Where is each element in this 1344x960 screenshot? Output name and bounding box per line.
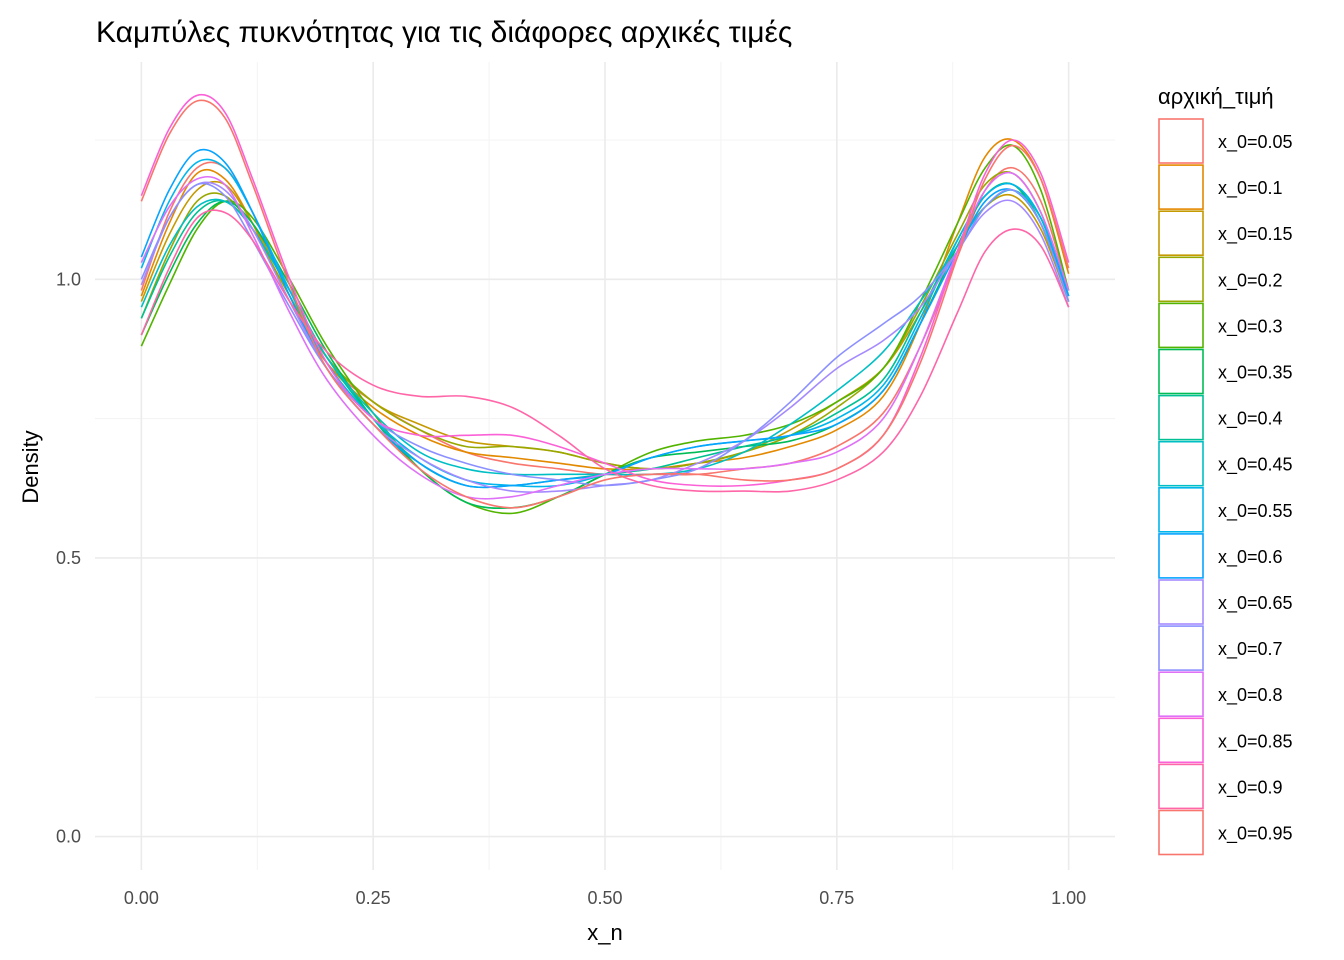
legend-label-x-0-0-1: x_0=0.1 (1218, 178, 1283, 199)
legend-label-x-0-0-15: x_0=0.15 (1218, 224, 1293, 245)
legend-label-x-0-0-55: x_0=0.55 (1218, 501, 1293, 522)
x-tick-label: 0.75 (819, 888, 854, 908)
major-gridlines (95, 62, 1115, 870)
legend-key-x-0-0-65 (1158, 579, 1204, 625)
legend-label-x-0-0-05: x_0=0.05 (1218, 132, 1293, 153)
y-tick-label: 0.5 (56, 548, 81, 568)
legend-key-x-0-0-85 (1158, 717, 1204, 764)
legend-label-x-0-0-45: x_0=0.45 (1218, 455, 1293, 476)
series-line-x-0-0-95 (140, 99, 1070, 509)
legend-label-x-0-0-4: x_0=0.4 (1218, 409, 1283, 430)
legend-key-x-0-0-9 (1158, 763, 1204, 810)
density-series (140, 93, 1070, 515)
legend-title: αρχική_τιμή (1158, 84, 1274, 109)
legend-key-x-0-0-95 (1158, 809, 1204, 856)
x-tick-label: 1.00 (1051, 888, 1086, 908)
x-tick-label: 0.00 (124, 888, 159, 908)
legend-label-x-0-0-35: x_0=0.35 (1218, 363, 1293, 384)
legend-key-x-0-0-4 (1158, 394, 1204, 441)
x-axis-ticks: 0.00 0.25 0.50 0.75 1.00 (124, 888, 1086, 908)
series-line-x-0-0-85 (140, 93, 1070, 487)
legend-key-x-0-0-6 (1158, 533, 1204, 579)
chart-title: Καμπύλες πυκνότητας για τις διάφορες αρχ… (96, 16, 792, 49)
legend-items: x_0=0.05 x_0=0.1 x_0=0.15 x_0=0.2 x_0=0.3 x_0… (1158, 118, 1293, 856)
y-axis-title: Density (18, 430, 43, 503)
y-tick-label: 0.0 (56, 827, 81, 847)
legend-key-x-0-0-2 (1158, 256, 1204, 303)
legend-label-x-0-0-85: x_0=0.85 (1218, 731, 1293, 752)
legend-label-x-0-0-8: x_0=0.8 (1218, 685, 1283, 706)
x-axis-title: x_n (587, 920, 622, 945)
legend-key-x-0-0-8 (1158, 671, 1204, 718)
legend-label-x-0-0-3: x_0=0.3 (1218, 316, 1283, 337)
series-line-x-0-0-9 (140, 209, 1070, 493)
legend-key-x-0-0-15 (1158, 210, 1204, 256)
x-tick-label: 0.25 (356, 888, 391, 908)
legend-key-x-0-0-55 (1158, 486, 1204, 533)
legend-key-x-0-0-3 (1158, 302, 1204, 349)
legend-label-x-0-0-65: x_0=0.65 (1218, 593, 1293, 614)
legend-label-x-0-0-95: x_0=0.95 (1218, 824, 1293, 845)
legend-label-x-0-0-6: x_0=0.6 (1218, 547, 1283, 568)
legend-key-x-0-0-35 (1158, 348, 1204, 395)
y-axis-ticks: 0.0 0.5 1.0 (56, 269, 81, 846)
legend-label-x-0-0-7: x_0=0.7 (1218, 639, 1283, 660)
legend-label-x-0-0-9: x_0=0.9 (1218, 777, 1283, 798)
legend-key-x-0-0-05 (1158, 118, 1204, 164)
legend-label-x-0-0-2: x_0=0.2 (1218, 270, 1283, 291)
legend: αρχική_τιμή x_0=0.05x_0=0.1x_0=0.15x_0=0… (1158, 84, 1293, 856)
legend-key-x-0-0-45 (1158, 440, 1204, 487)
legend-key-x-0-0-7 (1158, 625, 1204, 671)
y-tick-label: 1.0 (56, 269, 81, 289)
legend-key-x-0-0-1 (1158, 164, 1204, 210)
x-tick-label: 0.50 (587, 888, 622, 908)
